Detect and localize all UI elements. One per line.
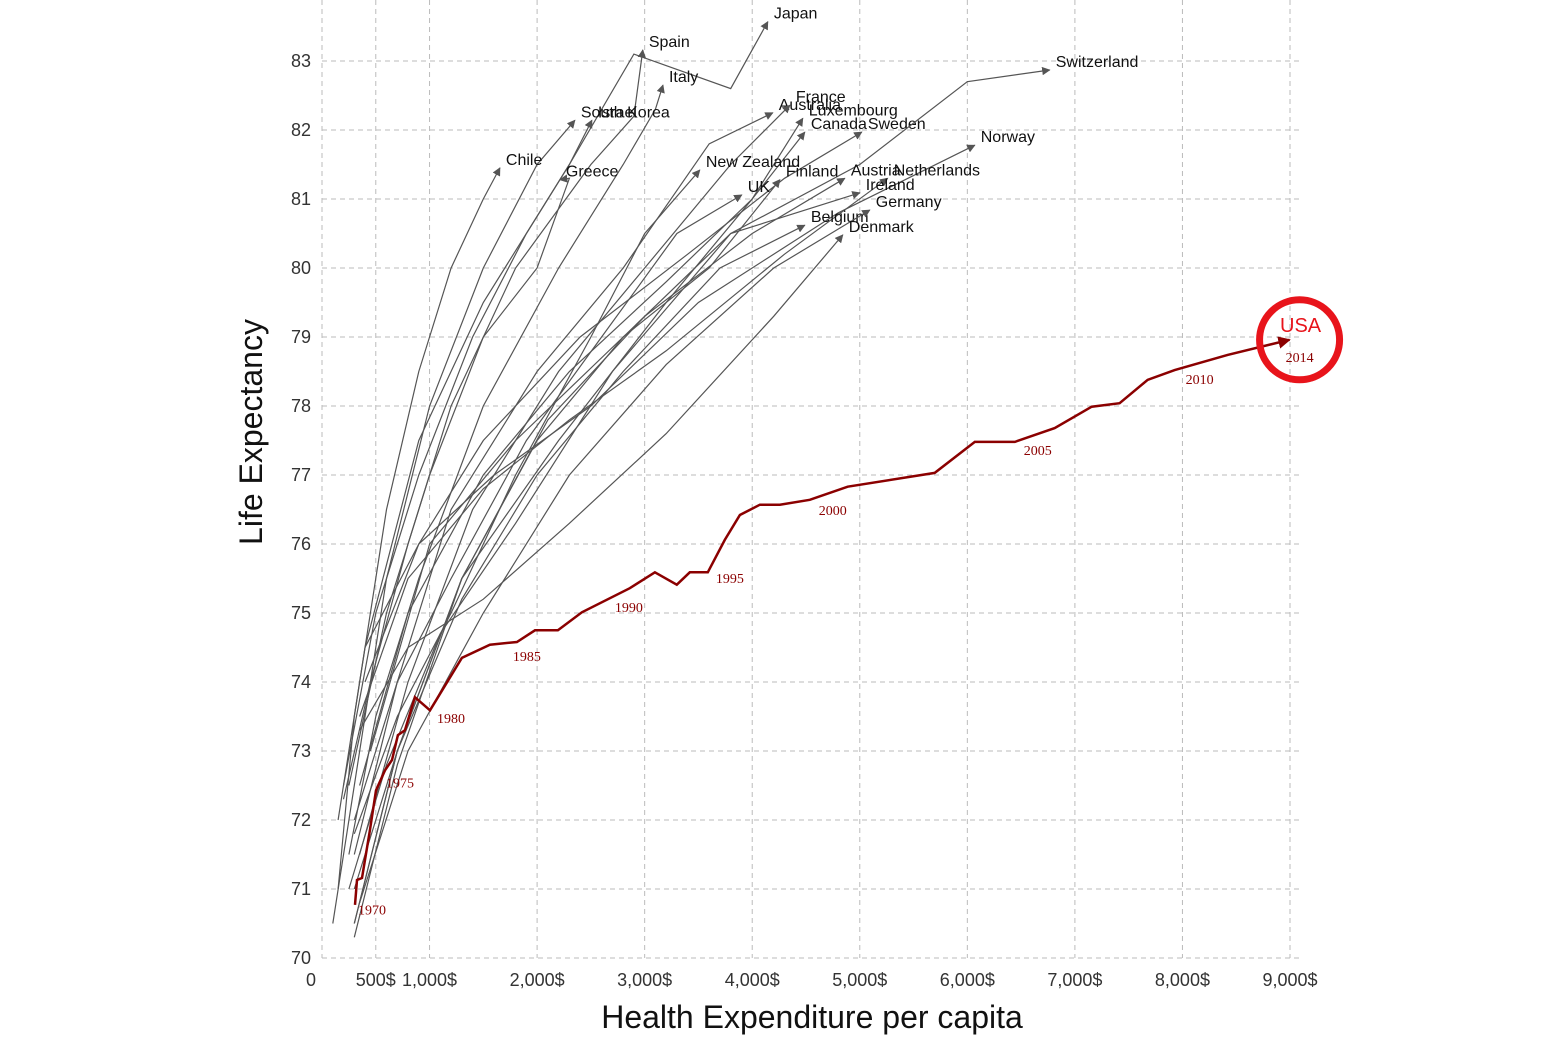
y-tick-label: 79	[291, 327, 311, 347]
series-label: Luxembourg	[809, 102, 898, 119]
year-label: 1995	[716, 572, 744, 587]
year-label: 1985	[513, 650, 541, 665]
x-tick-label: 4,000$	[725, 970, 780, 990]
series-label: Japan	[774, 6, 818, 23]
y-tick-label: 80	[291, 258, 311, 278]
y-tick-label: 76	[291, 534, 311, 554]
series-label: New Zealand	[706, 154, 800, 171]
country-line	[359, 234, 844, 731]
country-line	[359, 177, 889, 717]
series-label: Belgium	[811, 209, 869, 226]
series-label: Spain	[649, 34, 690, 51]
x-tick-label: 8,000$	[1155, 970, 1210, 990]
series-label: USA	[1280, 315, 1322, 337]
y-tick-label: 75	[291, 603, 311, 623]
x-axis-title: Health Expenditure per capita	[601, 999, 1023, 1035]
series-label: Chile	[506, 152, 543, 169]
y-tick-label: 82	[291, 120, 311, 140]
x-tick-label: 2,000$	[510, 970, 565, 990]
country-line	[359, 104, 791, 855]
series-label: UK	[748, 179, 771, 196]
year-label: 1980	[437, 712, 465, 727]
year-label: 1990	[615, 601, 643, 616]
y-tick-label: 81	[291, 189, 311, 209]
y-axis-title: Life Expectancy	[233, 319, 269, 545]
country-line	[369, 66, 1051, 752]
series-label: South Korea	[581, 104, 670, 121]
highlight-circle	[1256, 296, 1344, 384]
series-label: France	[796, 89, 846, 106]
x-tick-label: 1,000$	[402, 970, 457, 990]
y-tick-label: 84	[291, 0, 311, 2]
series-label: Italy	[669, 69, 698, 86]
x-tick-label: 5,000$	[832, 970, 887, 990]
y-tick-label: 71	[291, 879, 311, 899]
year-label: 2014	[1286, 351, 1314, 366]
country-line	[353, 177, 846, 938]
y-tick-label: 78	[291, 396, 311, 416]
x-tick-label: 0	[306, 970, 316, 990]
y-tick-label: 74	[291, 672, 311, 692]
series-label: Canada	[811, 116, 867, 133]
country-line	[353, 194, 743, 821]
series-label: Finland	[786, 164, 838, 181]
series-label: Germany	[876, 194, 942, 211]
country-line	[337, 167, 501, 890]
country-line	[364, 131, 863, 648]
country-line	[348, 84, 665, 855]
series-label: Denmark	[849, 219, 915, 236]
y-tick-label: 77	[291, 465, 311, 485]
series-label: Greece	[566, 164, 619, 181]
country-line	[353, 169, 701, 835]
year-label: 2010	[1186, 373, 1214, 388]
country-line	[348, 191, 861, 890]
series-label: Austria	[851, 162, 901, 179]
y-tick-label: 70	[291, 948, 311, 968]
year-label: 1975	[386, 777, 414, 792]
series-label: Sweden	[868, 116, 926, 133]
series-label: Norway	[981, 129, 1035, 146]
country-line	[342, 119, 593, 786]
country-line	[359, 131, 806, 786]
x-tick-label: 6,000$	[940, 970, 995, 990]
series-label: Ireland	[866, 177, 915, 194]
series-label: Switzerland	[1056, 54, 1139, 71]
usa-line	[353, 336, 1291, 906]
y-tick-label: 73	[291, 741, 311, 761]
country-line	[359, 209, 871, 903]
x-tick-label: 7,000$	[1047, 970, 1102, 990]
series-label: Australia	[779, 97, 841, 114]
y-tick-label: 72	[291, 810, 311, 830]
year-label: 2000	[819, 504, 847, 519]
x-tick-label: 500$	[356, 970, 396, 990]
year-label: 1970	[358, 904, 386, 919]
country-line	[332, 119, 576, 924]
year-label: 2005	[1024, 444, 1052, 459]
x-tick-label: 3,000$	[617, 970, 672, 990]
y-tick-label: 83	[291, 51, 311, 71]
country-line	[348, 174, 571, 786]
country-line	[353, 224, 806, 890]
series-label: Netherlands	[894, 162, 980, 179]
x-tick-label: 9,000$	[1262, 970, 1317, 990]
series-label: Israel	[598, 104, 637, 121]
